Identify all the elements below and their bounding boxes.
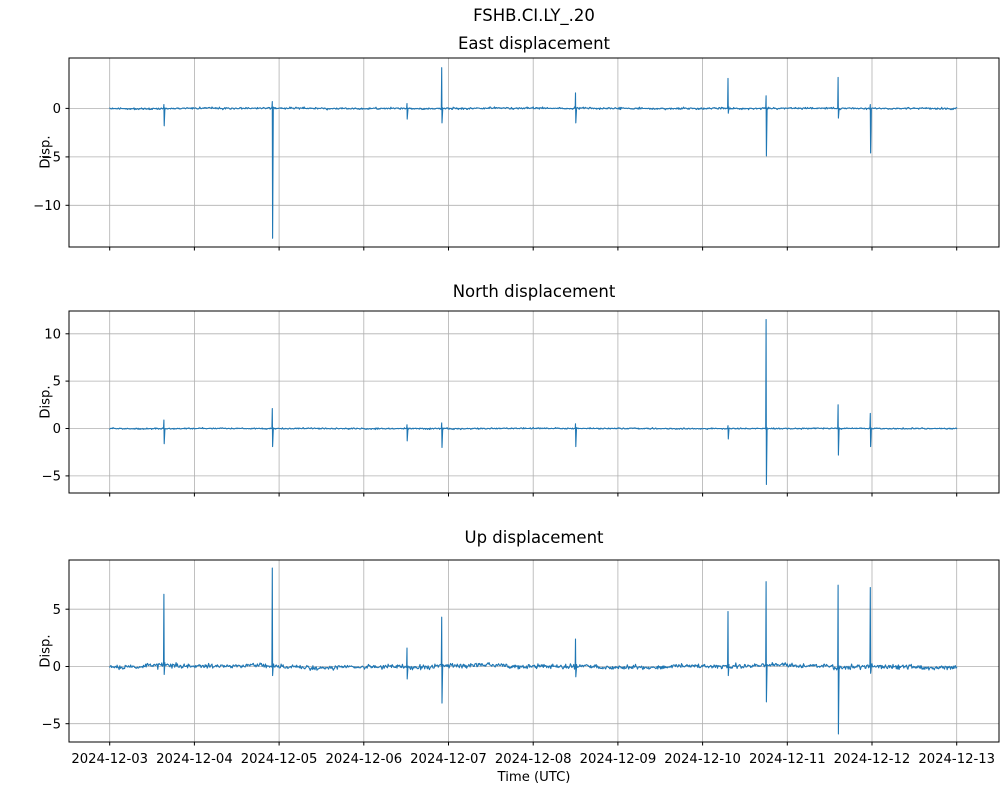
plot-border-east	[68, 57, 1000, 248]
y-axis-label-north: Disp.	[38, 385, 54, 419]
figure-title: FSHB.CI.LY_.20	[473, 6, 595, 25]
y-tick-label: −5	[42, 151, 61, 166]
y-tick-label: −5	[42, 717, 61, 732]
plot-border-north	[68, 310, 1000, 494]
subplot-title-up: Up displacement	[464, 528, 604, 547]
subplot-title-east: East displacement	[457, 34, 611, 53]
data-series-north	[109, 318, 958, 486]
x-tick-label: 2024-12-06	[325, 752, 402, 767]
x-tick-label: 2024-12-09	[580, 752, 657, 767]
y-tick-label: −10	[33, 199, 61, 214]
y-tick-label: −5	[42, 470, 61, 485]
x-tick-label: 2024-12-10	[664, 752, 741, 767]
x-tick-label: 2024-12-13	[918, 752, 995, 767]
x-tick-label: 2024-12-05	[241, 752, 318, 767]
y-tick-label: 5	[53, 375, 61, 390]
x-tick-label: 2024-12-04	[156, 752, 233, 767]
x-axis-label: Time (UTC)	[497, 770, 571, 785]
x-tick-label: 2024-12-11	[749, 752, 826, 767]
y-axis-label-east: Disp.	[38, 135, 54, 169]
x-tick-label: 2024-12-08	[495, 752, 572, 767]
plot-border-up	[68, 559, 1000, 743]
y-tick-label: 5	[53, 603, 61, 618]
data-series-up	[109, 567, 958, 735]
x-tick-label: 2024-12-07	[410, 752, 487, 767]
y-tick-label: 10	[44, 327, 61, 342]
y-tick-label: 0	[53, 102, 61, 117]
y-tick-label: 0	[53, 660, 61, 675]
y-tick-label: 0	[53, 422, 61, 437]
x-tick-label: 2024-12-03	[71, 752, 148, 767]
data-series-east	[109, 67, 958, 239]
subplot-title-north: North displacement	[452, 282, 616, 301]
x-tick-label: 2024-12-12	[834, 752, 911, 767]
y-axis-label-up: Disp.	[38, 634, 54, 668]
